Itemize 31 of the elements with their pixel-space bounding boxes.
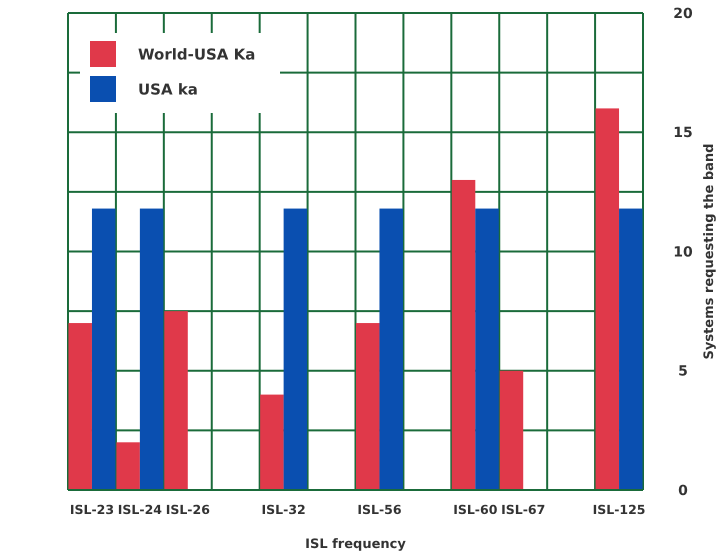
x-tick-label: ISL-26	[166, 502, 210, 517]
x-tick-label: ISL-125	[592, 502, 646, 517]
x-tick-label: ISL-56	[357, 502, 402, 517]
bar	[164, 311, 188, 490]
bar	[116, 442, 140, 490]
x-tick-label: ISL-23	[70, 502, 114, 517]
bar	[379, 208, 403, 490]
legend-label: USA ka	[138, 80, 198, 98]
y-axis-title: Systems requesting the band	[702, 144, 717, 360]
bar	[92, 208, 116, 490]
x-tick-label: ISL-24	[118, 502, 162, 517]
y-tick-label: 0	[678, 482, 688, 499]
bar	[260, 394, 284, 490]
bar	[452, 180, 476, 490]
bar	[68, 323, 92, 490]
y-tick-label: 20	[673, 6, 693, 22]
x-axis-title: ISL frequency	[305, 537, 406, 552]
x-tick-label: ISL-32	[262, 502, 306, 517]
x-tick-label: ISL-67	[501, 502, 546, 517]
bar	[500, 370, 524, 490]
bar	[475, 208, 499, 490]
x-tick-label: ISL-60	[453, 502, 498, 517]
y-tick-label: 10	[673, 244, 693, 260]
bar	[596, 108, 620, 490]
bar	[284, 208, 308, 490]
bar	[140, 208, 164, 490]
legend-label: World-USA Ka	[138, 45, 256, 64]
y-tick-label: 15	[673, 125, 693, 142]
y-tick-label: 5	[678, 364, 688, 380]
bar	[356, 323, 380, 490]
bar	[619, 208, 643, 490]
